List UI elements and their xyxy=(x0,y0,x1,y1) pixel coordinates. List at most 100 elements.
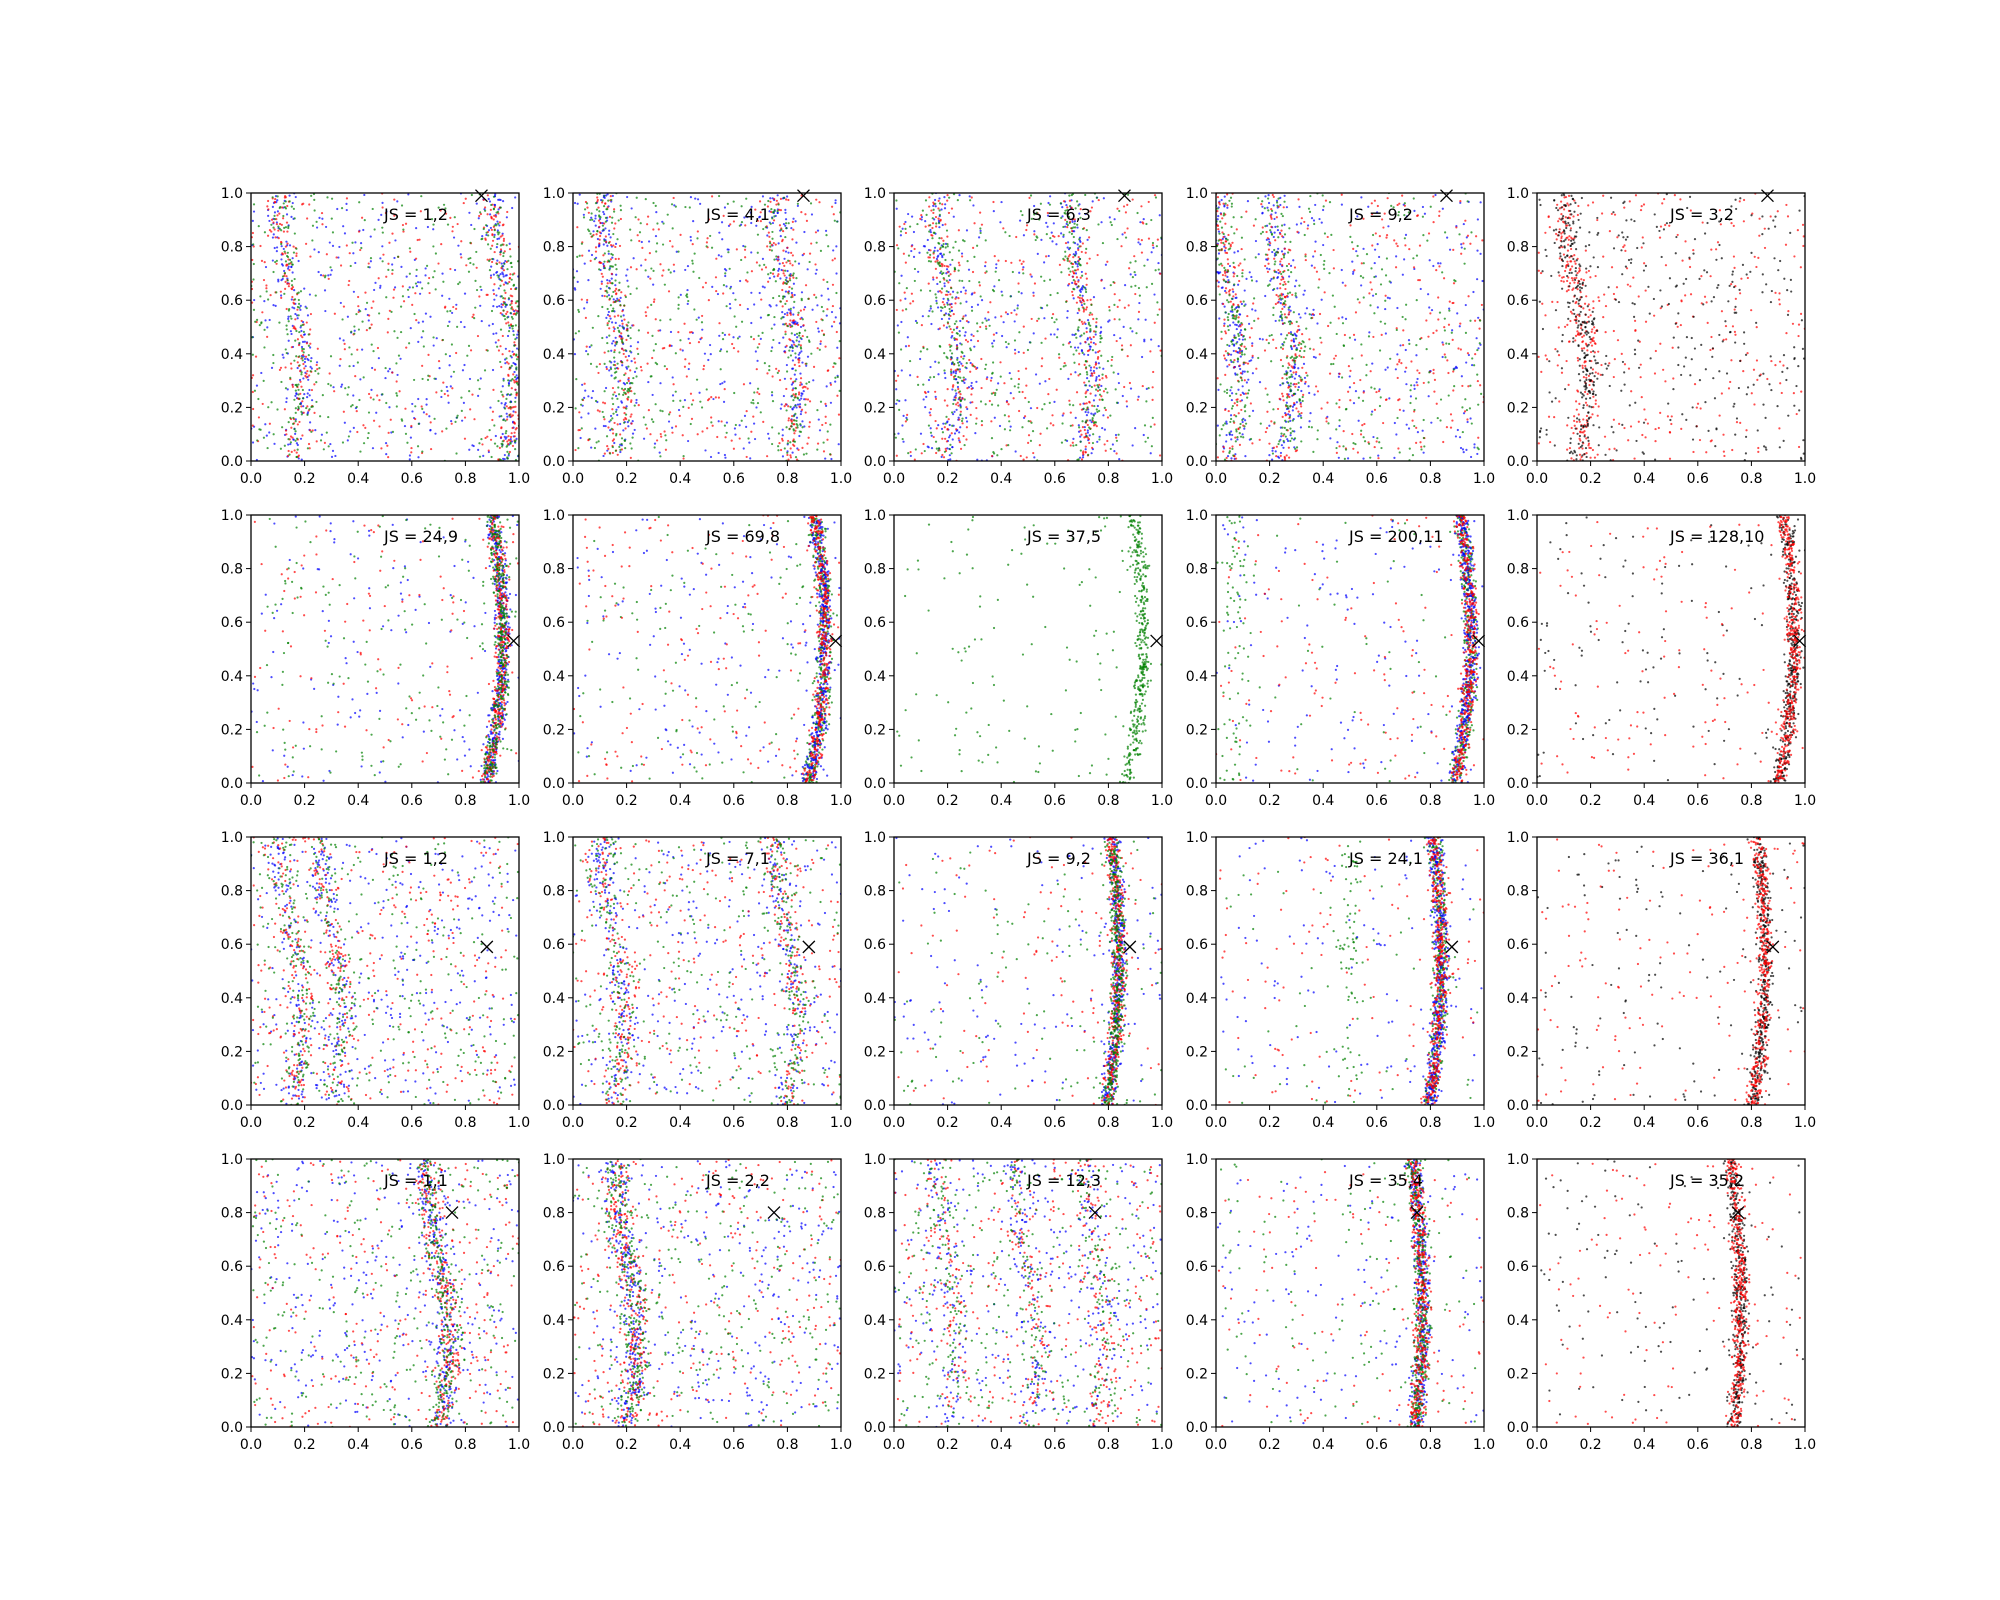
point-red xyxy=(798,364,801,368)
point-green xyxy=(625,381,629,385)
point-blue xyxy=(1029,407,1033,410)
point-green xyxy=(1092,421,1096,425)
point-green xyxy=(800,299,803,302)
point-blue xyxy=(606,244,609,247)
point-green xyxy=(807,339,811,342)
point-green xyxy=(515,311,518,315)
point-green xyxy=(351,403,354,407)
point-blue xyxy=(835,272,838,275)
point-red xyxy=(1080,458,1084,461)
point-green xyxy=(577,447,580,450)
point-green xyxy=(602,228,605,231)
point-green xyxy=(529,403,531,405)
point-red xyxy=(1033,282,1037,285)
point-blue xyxy=(642,437,646,440)
point-blue xyxy=(824,457,827,460)
point-red xyxy=(1081,242,1084,245)
point-blue xyxy=(1104,263,1108,266)
point-red xyxy=(260,259,264,262)
point-red xyxy=(795,458,799,461)
point-red xyxy=(1077,259,1080,262)
point-green xyxy=(779,300,782,303)
point-green xyxy=(613,356,616,359)
point-blue xyxy=(1137,395,1140,398)
point-green xyxy=(740,320,744,323)
point-red xyxy=(831,304,835,308)
point-red xyxy=(942,239,945,242)
point-green xyxy=(1106,391,1109,394)
point-blue xyxy=(969,361,972,365)
point-green xyxy=(595,208,599,211)
point-red xyxy=(895,308,898,312)
point-green xyxy=(1080,334,1083,337)
point-blue xyxy=(504,281,507,284)
point-red xyxy=(1067,255,1070,258)
point-blue xyxy=(1269,279,1272,282)
point-green xyxy=(603,239,606,242)
point-red xyxy=(315,440,318,443)
point-red xyxy=(296,338,300,341)
point-blue xyxy=(1074,250,1077,254)
point-red xyxy=(771,272,775,275)
point-blue xyxy=(1236,250,1240,253)
point-green xyxy=(610,252,613,256)
point-blue xyxy=(289,330,292,333)
point-blue xyxy=(780,403,783,406)
point-red xyxy=(943,399,946,402)
point-red xyxy=(1003,382,1006,385)
point-red xyxy=(1045,255,1048,258)
point-red xyxy=(701,286,705,289)
point-green xyxy=(507,297,511,300)
point-blue xyxy=(900,274,903,277)
point-blue xyxy=(1131,330,1134,333)
point-red xyxy=(968,358,971,362)
point-red xyxy=(1088,313,1091,316)
point-green xyxy=(396,336,399,339)
point-green xyxy=(495,262,499,266)
point-blue xyxy=(310,357,313,360)
point-blue xyxy=(608,229,611,232)
point-red xyxy=(653,298,656,301)
point-green xyxy=(474,279,477,283)
point-blue xyxy=(954,378,958,381)
x-tick-label: 1.0 xyxy=(830,471,852,487)
point-blue xyxy=(738,424,741,427)
point-blue xyxy=(929,365,932,369)
point-red xyxy=(1051,313,1055,316)
point-blue xyxy=(987,318,990,321)
point-green xyxy=(400,204,404,207)
point-red xyxy=(1044,337,1047,340)
point-green xyxy=(990,392,994,395)
point-green xyxy=(1085,419,1088,422)
point-red xyxy=(1093,384,1096,387)
point-green xyxy=(251,353,254,356)
point-green xyxy=(661,410,664,413)
point-blue xyxy=(784,211,787,214)
point-red xyxy=(280,296,283,299)
point-green xyxy=(955,320,958,323)
point-blue xyxy=(687,367,690,371)
point-blue xyxy=(299,437,303,440)
point-green xyxy=(363,219,366,222)
point-blue xyxy=(607,310,610,314)
point-green xyxy=(1072,279,1075,282)
point-green xyxy=(1072,235,1075,239)
point-green xyxy=(1089,311,1092,314)
point-red xyxy=(451,230,454,233)
point-red xyxy=(347,283,350,287)
point-green xyxy=(292,207,295,210)
point-green xyxy=(359,450,362,453)
point-green xyxy=(1110,364,1113,367)
point-blue xyxy=(1102,414,1105,417)
point-green xyxy=(1085,435,1088,438)
point-red xyxy=(1062,412,1065,415)
point-blue xyxy=(369,260,372,263)
point-red xyxy=(1055,388,1058,391)
point-green xyxy=(794,392,797,396)
point-red xyxy=(946,271,949,274)
point-red xyxy=(305,321,308,324)
point-blue xyxy=(1062,235,1065,238)
point-green xyxy=(1063,211,1066,215)
point-green xyxy=(1069,424,1072,427)
point-blue xyxy=(496,237,499,241)
